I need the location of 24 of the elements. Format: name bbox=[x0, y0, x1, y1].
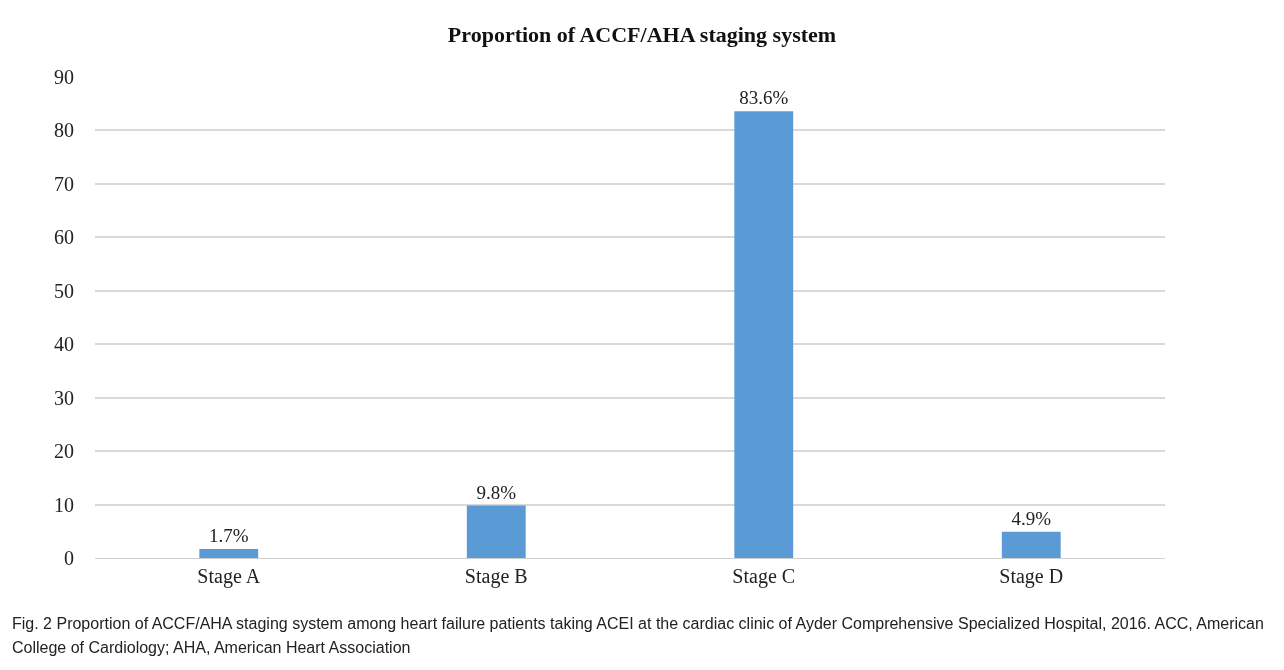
data-label: 9.8% bbox=[476, 481, 517, 503]
y-tick-label: 40 bbox=[54, 333, 74, 356]
data-label: 1.7% bbox=[208, 524, 249, 546]
bar bbox=[734, 111, 794, 558]
y-tick-label: 60 bbox=[54, 226, 74, 249]
y-tick-label: 70 bbox=[54, 172, 74, 195]
caption: Fig. 2 Proportion of ACCF/AHA staging system among heart failure patients taking ACEI at the cardiac clinic of Ayder Comprehensive Specialized Hospital, 2016. ACC, American College of Cardiology; AHA, American Heart Association bbox=[12, 614, 1265, 658]
x-tick-label: Stage A bbox=[197, 565, 261, 588]
bar bbox=[466, 505, 526, 558]
y-tick-label: 20 bbox=[54, 440, 74, 463]
y-tick-label: 0 bbox=[64, 547, 74, 569]
x-tick-label: Stage D bbox=[999, 565, 1064, 588]
y-tick-label: 10 bbox=[54, 493, 74, 516]
chart-title: Proportion of ACCF/AHA staging system bbox=[447, 22, 837, 48]
x-tick-label: Stage C bbox=[732, 565, 796, 588]
y-tick-label: 90 bbox=[54, 66, 74, 88]
data-label: 83.6% bbox=[739, 87, 789, 109]
y-tick-label: 50 bbox=[54, 279, 74, 302]
y-tick-label: 30 bbox=[54, 386, 74, 409]
data-label: 4.9% bbox=[1011, 507, 1052, 529]
x-tick-label: Stage B bbox=[464, 565, 528, 588]
y-tick-label: 80 bbox=[54, 119, 74, 142]
bar bbox=[199, 548, 259, 558]
bar bbox=[1001, 531, 1061, 558]
